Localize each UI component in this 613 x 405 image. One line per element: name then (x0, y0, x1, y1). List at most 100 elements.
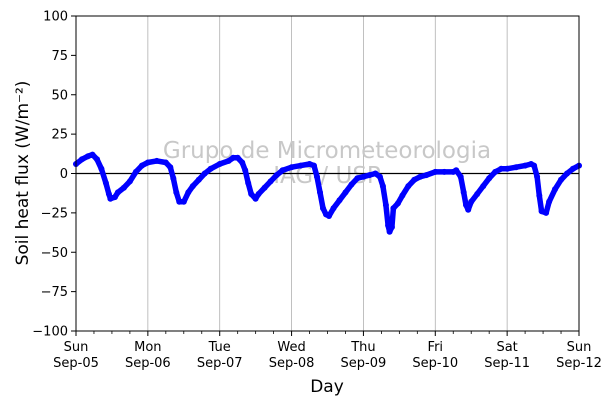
x-tick-day-label: Sat (496, 340, 517, 355)
y-tick-label: −25 (41, 206, 68, 221)
data-point (465, 206, 472, 213)
data-point (297, 162, 304, 169)
data-point (463, 202, 469, 208)
data-point (342, 189, 349, 196)
data-point (255, 191, 262, 197)
data-point (138, 162, 145, 169)
data-point (189, 183, 196, 190)
data-point (180, 198, 187, 205)
y-tick-label: 75 (51, 49, 68, 64)
y-tick-label: −100 (32, 325, 68, 340)
x-tick-date-label: Sep-10 (412, 356, 458, 371)
data-point (405, 183, 412, 190)
x-tick-date-label: Sep-09 (341, 356, 387, 371)
x-tick-date-label: Sep-08 (269, 356, 315, 371)
data-point (474, 191, 481, 197)
watermark: Grupo de Micrometeorologia IAG / USP (163, 138, 491, 189)
data-point (432, 168, 439, 175)
data-point (423, 172, 430, 179)
data-point (320, 205, 326, 212)
data-point (248, 191, 255, 197)
data-point (498, 165, 505, 172)
y-axis-title: Soil heat flux (W/m⁻²) (13, 81, 33, 266)
x-tick-date-label: Sep-11 (484, 356, 530, 371)
data-point (126, 178, 133, 185)
data-point (245, 180, 252, 186)
data-point (173, 189, 180, 196)
data-point (564, 170, 570, 177)
data-point (534, 173, 541, 180)
data-point (543, 209, 550, 216)
x-tick-date-label: Sep-05 (53, 356, 99, 371)
data-point (388, 224, 395, 231)
data-point (94, 156, 100, 163)
x-tick-date-label: Sep-07 (197, 356, 243, 371)
data-point (326, 213, 332, 219)
x-tick-day-label: Thu (350, 340, 375, 355)
data-point (102, 180, 109, 186)
data-point (105, 191, 112, 197)
data-point (411, 176, 418, 183)
data-point (538, 208, 545, 215)
data-point (279, 167, 286, 174)
data-point (372, 170, 379, 177)
data-point (354, 175, 361, 182)
data-point (330, 205, 337, 212)
data-point (170, 175, 177, 182)
data-point (176, 198, 183, 205)
data-point (306, 161, 313, 167)
data-point (504, 165, 511, 172)
data-point (336, 197, 343, 204)
data-point (570, 165, 576, 172)
data-point (468, 198, 475, 205)
data-point (522, 162, 529, 169)
data-point (379, 183, 386, 190)
data-point (552, 186, 558, 193)
data-point (531, 162, 538, 169)
data-point (348, 181, 355, 188)
x-ticks: SunSep-05MonSep-06TueSep-07WedSep-08ThuS… (53, 331, 602, 371)
data-point (201, 170, 208, 177)
data-point (390, 205, 397, 212)
data-point (111, 194, 118, 201)
data-point (207, 165, 214, 172)
data-point (261, 184, 268, 191)
data-point (273, 172, 280, 179)
data-point (386, 228, 393, 235)
data-point (239, 159, 246, 166)
x-tick-day-label: Fri (428, 340, 444, 355)
data-point (376, 173, 383, 180)
data-point (89, 151, 96, 158)
data-point (185, 189, 192, 196)
data-point (441, 168, 448, 175)
data-point (460, 189, 467, 196)
data-point (457, 173, 464, 180)
data-point (558, 176, 564, 183)
data-point (225, 157, 232, 164)
data-point (153, 157, 160, 164)
data-point (144, 159, 151, 166)
x-tick-date-label: Sep-12 (556, 356, 602, 371)
data-point (546, 198, 553, 205)
data-point (417, 173, 424, 180)
data-point (513, 164, 520, 171)
x-tick-day-label: Sun (567, 340, 592, 355)
data-point (85, 153, 91, 160)
data-point (486, 175, 493, 182)
data-point (167, 164, 174, 171)
x-tick-day-label: Wed (277, 340, 305, 355)
data-point (98, 165, 105, 172)
data-point (366, 172, 373, 179)
y-ticks: 100 75 50 25 0 −25 −50 −75 −100 (32, 10, 76, 340)
y-tick-label: 50 (51, 88, 68, 103)
y-tick-label: 100 (43, 10, 68, 25)
data-point (399, 192, 406, 199)
data-point (314, 173, 320, 180)
y-tick-label: −75 (41, 285, 68, 300)
x-tick-day-label: Mon (134, 340, 161, 355)
data-point (195, 176, 202, 183)
data-point (120, 184, 127, 191)
y-tick-label: 0 (60, 167, 68, 182)
data-point (132, 168, 139, 175)
